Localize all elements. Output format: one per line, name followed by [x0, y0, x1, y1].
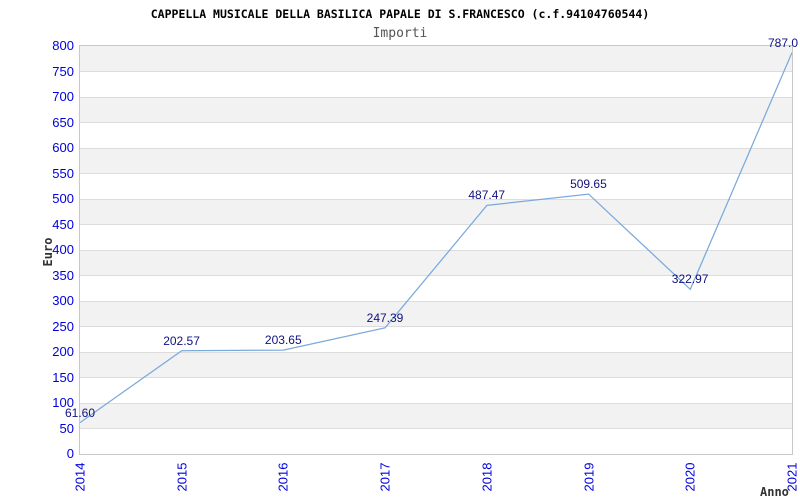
- h-gridline: [80, 300, 792, 302]
- plot-band: [80, 301, 792, 327]
- x-axis-title: Anno: [760, 485, 789, 499]
- plot-band: [80, 148, 792, 174]
- y-tick-label: 50: [59, 420, 74, 436]
- chart-subtitle: Importi: [372, 26, 428, 41]
- h-gridline: [80, 224, 792, 225]
- h-gridline: [80, 275, 792, 276]
- data-point-label: 203.65: [264, 333, 302, 348]
- y-tick-label: 800: [52, 38, 74, 53]
- plot-band: [80, 173, 792, 199]
- y-tick-label: 700: [52, 89, 74, 104]
- x-tick-label: 2021: [784, 462, 800, 492]
- y-tick-label: 750: [52, 63, 74, 79]
- plot-band: [80, 352, 792, 378]
- data-point-label: 787.0: [768, 35, 799, 50]
- plot-band: [80, 199, 792, 225]
- y-tick-label: 600: [52, 140, 74, 155]
- data-point-label: 247.39: [366, 310, 404, 325]
- plot-bands-layer: [80, 46, 792, 454]
- y-tick-label: 350: [52, 267, 74, 283]
- h-gridline: [80, 402, 792, 404]
- data-point-label: 487.47: [468, 188, 506, 203]
- data-point-label: 509.65: [570, 177, 607, 192]
- chart-title: CAPPELLA MUSICALE DELLA BASILICA PAPALE …: [150, 7, 650, 21]
- plot-area: [79, 45, 793, 455]
- h-gridline: [80, 173, 792, 174]
- y-tick-label: 550: [52, 165, 74, 181]
- x-tick-label: 2015: [174, 462, 190, 492]
- plot-band: [80, 275, 792, 301]
- h-gridline: [80, 351, 792, 353]
- line-series-svg: [80, 52, 792, 424]
- y-tick-label: 200: [52, 344, 74, 359]
- x-tick-label: 2020: [682, 462, 698, 492]
- h-gridline: [80, 147, 792, 149]
- y-tick-label: 500: [52, 191, 74, 206]
- h-gridline: [80, 326, 792, 327]
- plot-band: [80, 428, 792, 454]
- plot-band: [80, 224, 792, 250]
- x-tick-label: 2019: [581, 462, 597, 492]
- plot-band: [80, 46, 792, 72]
- y-tick-label: 100: [52, 395, 74, 410]
- plot-band: [80, 71, 792, 97]
- plot-band: [80, 97, 792, 123]
- y-tick-label: 400: [52, 242, 74, 257]
- h-gridline: [80, 71, 792, 72]
- plot-band: [80, 250, 792, 276]
- data-point-label: 322.97: [671, 272, 709, 287]
- y-tick-label: 0: [66, 446, 74, 461]
- plot-band: [80, 326, 792, 352]
- data-point-label: 61.60: [65, 405, 96, 420]
- y-tick-label: 250: [52, 318, 74, 334]
- importi-line: [80, 52, 792, 424]
- plot-band: [80, 377, 792, 403]
- y-tick-label: 150: [52, 369, 74, 385]
- h-gridline: [80, 428, 792, 429]
- x-tick-label: 2016: [275, 462, 291, 492]
- h-gridline: [80, 249, 792, 251]
- y-tick-label: 300: [52, 293, 74, 308]
- x-tick-label: 2018: [479, 462, 495, 492]
- h-gridline: [80, 122, 792, 123]
- plot-band: [80, 403, 792, 429]
- x-tick-label: 2017: [377, 462, 393, 492]
- h-gridline: [80, 198, 792, 200]
- h-gridline: [80, 96, 792, 98]
- h-gridline: [80, 377, 792, 378]
- x-tick-label: 2014: [72, 462, 88, 492]
- data-point-label: 202.57: [163, 333, 200, 348]
- plot-band: [80, 122, 792, 148]
- y-tick-label: 450: [52, 216, 74, 232]
- y-tick-label: 650: [52, 114, 74, 130]
